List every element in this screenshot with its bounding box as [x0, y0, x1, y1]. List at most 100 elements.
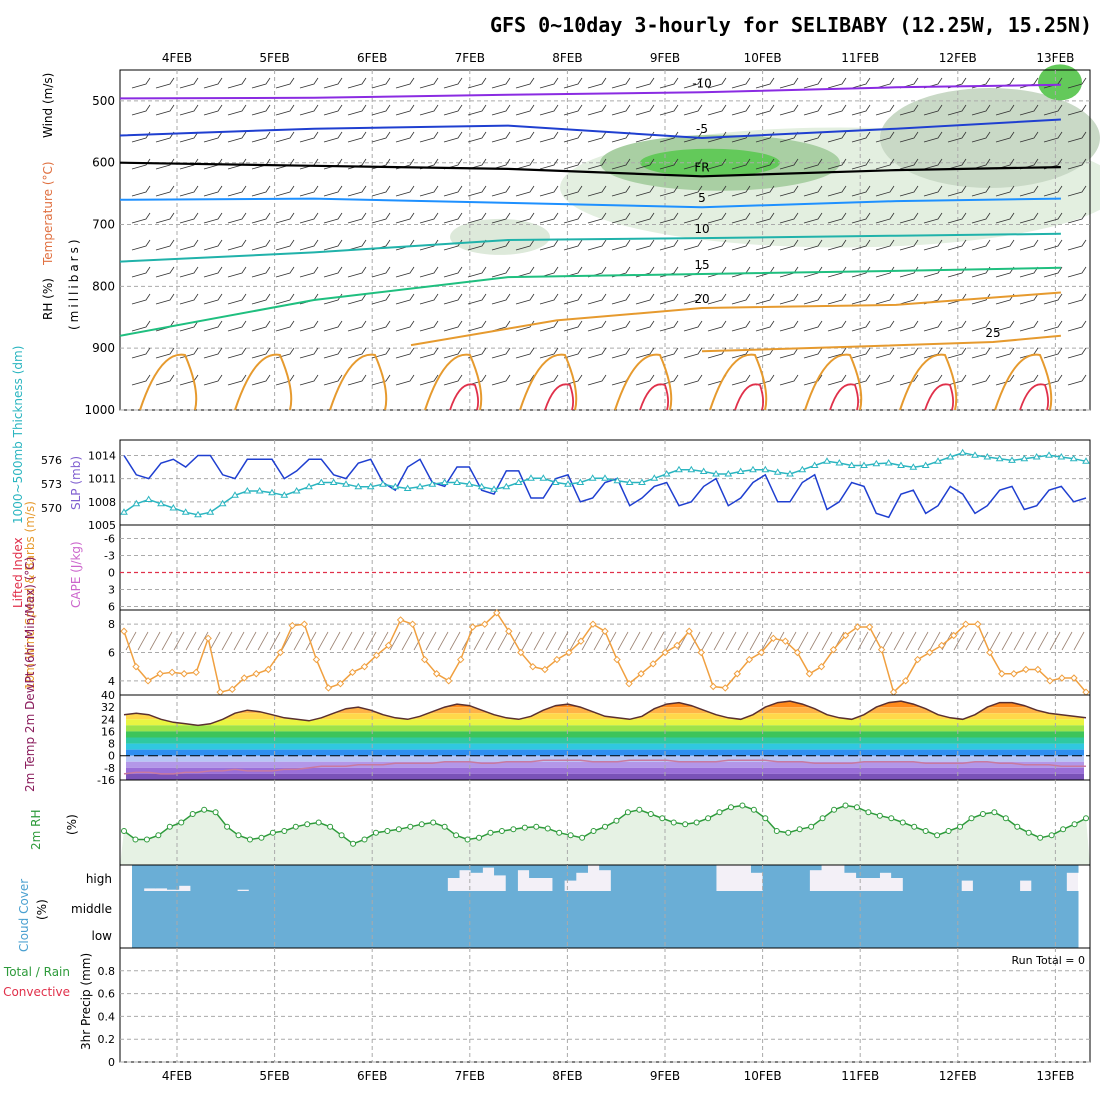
- thickness-line-point: [342, 480, 350, 487]
- wind-barb: [755, 374, 775, 386]
- wind-barb: [659, 374, 679, 386]
- pressure-tick: 500: [92, 94, 115, 108]
- thickness-tick: 570: [41, 502, 62, 515]
- thickness-line-point: [527, 474, 535, 481]
- rh-shade: [1038, 64, 1082, 101]
- thickness-line-point: [514, 478, 523, 485]
- rh2m-line-point: [498, 828, 505, 834]
- rh2m-line-point: [957, 823, 964, 830]
- cloud-bar: [365, 865, 378, 891]
- cloud-bar: [867, 921, 880, 948]
- wind10m-barb: [377, 631, 389, 651]
- upper-temp-label: Temperature (°C): [41, 161, 55, 266]
- thickness-line-point: [1082, 457, 1090, 464]
- wind-barb: [587, 374, 607, 386]
- cloud-bar: [774, 921, 787, 948]
- wind-barb: [155, 347, 175, 359]
- cloud-bar: [634, 865, 647, 891]
- wind-barb: [563, 131, 583, 143]
- rh2m-line-point: [670, 819, 677, 826]
- cloud-bar: [260, 891, 273, 921]
- cloud-bar: [657, 891, 670, 921]
- cloud-bar: [937, 921, 951, 948]
- wind-barb: [947, 320, 967, 332]
- thickness-line-point: [502, 482, 511, 490]
- temp-tick: 8: [108, 738, 115, 751]
- wind-barb: [1019, 293, 1039, 305]
- wind10m-line-point: [493, 609, 501, 617]
- rh2m-line-point: [556, 829, 563, 836]
- cloud-bar: [143, 891, 156, 921]
- wind10m-barb: [593, 631, 605, 651]
- precip-label: 3hr Precip (mm): [79, 953, 93, 1050]
- wind-barb: [611, 212, 631, 224]
- cloud-bar: [774, 891, 787, 921]
- wind10m-line-point: [757, 648, 766, 657]
- cloud-bar: [949, 891, 962, 921]
- cloud-bar: [622, 921, 635, 948]
- wind-barb: [491, 212, 511, 224]
- wind-barb: [251, 104, 271, 116]
- wind10m-line-point: [408, 620, 417, 628]
- surface-contour: [544, 383, 575, 411]
- cloud-bar: [1019, 865, 1032, 881]
- temp-tick: 16: [101, 725, 115, 738]
- wind-barb: [899, 212, 919, 224]
- cloud-bar: [680, 891, 694, 921]
- wind10m-line-point: [649, 660, 657, 668]
- thickness-line-point: [946, 453, 955, 460]
- wind10m-line-point: [481, 620, 489, 628]
- wind-barb: [635, 104, 655, 116]
- cloud-bar: [494, 865, 507, 876]
- wind-barb: [515, 131, 535, 143]
- cloud-bar: [599, 921, 612, 948]
- wind-barb: [995, 347, 1015, 359]
- wind-barb: [587, 77, 607, 89]
- wind10m-barb: [233, 631, 245, 651]
- wind-barb: [755, 185, 775, 197]
- wind-barb: [323, 374, 343, 386]
- wind-barb: [587, 131, 607, 143]
- wind-barb: [755, 239, 775, 251]
- wind-barb: [899, 239, 919, 251]
- cloud-bar: [856, 865, 869, 878]
- rh2m-line-point: [1014, 823, 1021, 830]
- wind-barb: [1067, 293, 1087, 305]
- wind-barb: [1067, 104, 1087, 116]
- thickness-line-point: [650, 474, 659, 481]
- wind-barb: [803, 347, 823, 359]
- wind-barb: [179, 77, 199, 89]
- top-day-label: 12FEB: [939, 51, 977, 65]
- cape-label: CAPE (J/kg): [69, 541, 83, 608]
- wind-barb: [371, 104, 391, 116]
- wind-barb: [923, 374, 943, 386]
- surface-contour: [449, 383, 480, 411]
- wind-barb: [347, 104, 367, 116]
- thickness-line-point: [724, 470, 733, 477]
- bottom-day-label: 5FEB: [259, 1069, 289, 1083]
- wind-barb: [971, 131, 991, 143]
- cloud-bar: [1007, 921, 1021, 948]
- cloud-bar: [1066, 891, 1079, 921]
- wind10m-line-point: [1010, 670, 1018, 678]
- wind10m-barb: [701, 631, 713, 651]
- cloud-bar: [412, 865, 425, 891]
- pressure-tick: 800: [92, 279, 115, 293]
- rh2m-line-point: [785, 829, 792, 836]
- wind-barb: [299, 104, 319, 116]
- wind-barb: [875, 77, 895, 89]
- wind-barb: [539, 158, 559, 170]
- cloud-bar: [388, 921, 402, 948]
- wind-barb: [851, 104, 871, 116]
- wind-barb: [659, 77, 679, 89]
- top-day-label: 7FEB: [455, 51, 485, 65]
- wind-barb: [803, 212, 823, 224]
- wind-barb: [443, 320, 463, 332]
- rh2m-line-point: [911, 823, 918, 830]
- upper-rh-label: RH (%): [41, 278, 55, 320]
- cloud-bar: [715, 921, 729, 948]
- wind-barb: [635, 347, 655, 359]
- wind10m-barb: [257, 631, 269, 651]
- rh2m-line-point: [808, 823, 815, 830]
- cloud-bar: [470, 865, 483, 873]
